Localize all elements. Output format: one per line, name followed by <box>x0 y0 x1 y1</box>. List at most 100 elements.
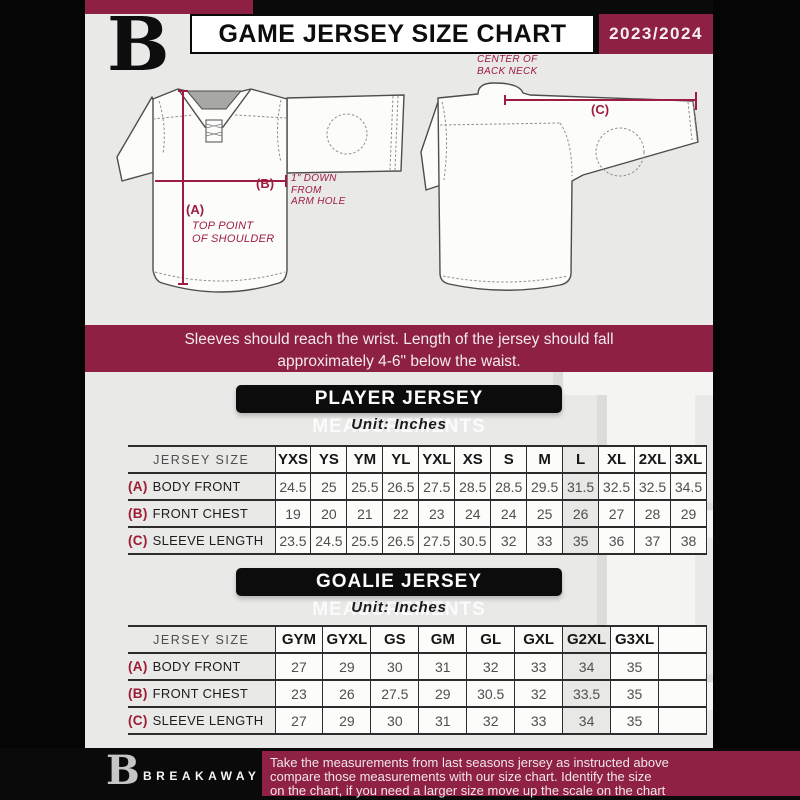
value-cell: 33.5 <box>562 680 611 707</box>
value-cell: 29 <box>669 500 708 527</box>
jersey-size-header: JERSEY SIZE <box>153 452 250 467</box>
size-col-header: YL <box>382 446 419 473</box>
measure-row: (A) BODY FRONT 27 29 30 31 32 33 34 35 <box>128 653 707 680</box>
value-cell: 32 <box>490 527 527 554</box>
measure-a-note: TOP POINT OF SHOULDER <box>192 220 275 245</box>
size-col-header: GYXL <box>322 626 371 653</box>
value-cell: 27.5 <box>418 473 455 500</box>
center-back-neck-note: CENTER OF BACK NECK <box>477 54 538 77</box>
measure-a-label: (A) <box>186 202 205 217</box>
value-cell: 33 <box>526 527 563 554</box>
footer-brand-name: BREAKAWAY <box>143 769 261 783</box>
value-cell: 27 <box>598 500 635 527</box>
value-cell: 22 <box>382 500 419 527</box>
value-cell: 25.5 <box>346 527 383 554</box>
measure-b-label: (B) <box>256 176 275 191</box>
value-cell: 23.5 <box>274 527 311 554</box>
measure-c-label: (C) <box>591 102 610 117</box>
value-cell: 31.5 <box>562 473 599 500</box>
banner-line-2: approximately 4-6" below the waist. <box>277 353 521 370</box>
value-cell: 26 <box>322 680 371 707</box>
measure-row: (B) FRONT CHEST 19 20 21 22 23 24 24 25 26 27 28 29 <box>128 500 708 527</box>
value-cell: 23 <box>418 500 455 527</box>
size-col-header: YXL <box>418 446 455 473</box>
value-cell: 37 <box>634 527 671 554</box>
size-col-header: YXS <box>274 446 311 473</box>
value-cell: 35 <box>562 527 599 554</box>
value-cell: 30.5 <box>454 527 491 554</box>
measurement-lines-front <box>155 90 287 285</box>
value-cell: 33 <box>514 653 563 680</box>
value-cell: 29 <box>322 707 371 734</box>
player-section-title: PLAYER JERSEY MEASUREMENTS <box>236 385 562 437</box>
footer-line-1: Take the measurements from last seasons … <box>270 755 669 770</box>
row-label: (B) FRONT CHEST <box>128 506 249 521</box>
value-cell: 35 <box>610 653 659 680</box>
value-cell: 20 <box>310 500 347 527</box>
value-cell: 32 <box>514 680 563 707</box>
page-title: GAME JERSEY SIZE CHART <box>192 16 593 52</box>
value-cell: 26 <box>562 500 599 527</box>
back-jersey-diagram <box>420 82 699 291</box>
value-cell: 28.5 <box>454 473 491 500</box>
size-col-header: XL <box>598 446 635 473</box>
value-cell: 31 <box>418 653 467 680</box>
footer-instruction-box <box>262 751 800 796</box>
front-jersey-diagram <box>116 88 405 293</box>
value-cell: 32 <box>466 653 515 680</box>
value-cell: 35 <box>610 680 659 707</box>
season-badge: 2023/2024 <box>599 14 713 54</box>
table-header-row: JERSEY SIZE YXS YS YM YL YXL XS S M L XL 2XL 3XL <box>128 446 708 473</box>
value-cell: 29.5 <box>526 473 563 500</box>
size-col-header: YM <box>346 446 383 473</box>
value-cell: 34.5 <box>669 473 708 500</box>
value-cell: 27.5 <box>370 680 419 707</box>
value-cell: 32 <box>466 707 515 734</box>
value-cell: 32.5 <box>634 473 671 500</box>
value-cell <box>658 653 707 680</box>
size-col-header: GXL <box>514 626 563 653</box>
fit-instruction-banner: Sleeves should reach the wrist. Length o… <box>85 325 713 372</box>
value-cell: 30.5 <box>466 680 515 707</box>
value-cell: 33 <box>514 707 563 734</box>
measure-row: (C) SLEEVE LENGTH 27 29 30 31 32 33 34 35 <box>128 707 707 734</box>
value-cell: 27.5 <box>418 527 455 554</box>
value-cell: 30 <box>370 653 419 680</box>
jersey-size-header: JERSEY SIZE <box>153 632 250 647</box>
value-cell: 24.5 <box>310 527 347 554</box>
size-col-header: S <box>490 446 527 473</box>
value-cell: 36 <box>598 527 635 554</box>
value-cell: 35 <box>610 707 659 734</box>
size-col-header: YS <box>310 446 347 473</box>
value-cell <box>658 707 707 734</box>
value-cell: 38 <box>669 527 708 554</box>
footer-instruction-text: Take the measurements from last seasons … <box>270 756 795 797</box>
size-col-header: GS <box>370 626 419 653</box>
value-cell <box>658 680 707 707</box>
value-cell: 29 <box>418 680 467 707</box>
size-col-header <box>658 626 707 653</box>
value-cell: 34 <box>562 653 611 680</box>
value-cell: 29 <box>322 653 371 680</box>
measure-row: (B) FRONT CHEST 23 26 27.5 29 30.5 32 33.5 35 <box>128 680 707 707</box>
measurement-lines-back <box>504 92 697 110</box>
value-cell: 24.5 <box>274 473 311 500</box>
row-label: (C) SLEEVE LENGTH <box>128 713 264 728</box>
value-cell: 28 <box>634 500 671 527</box>
player-unit-label: Unit: Inches <box>351 416 447 433</box>
row-label: (B) FRONT CHEST <box>128 686 249 701</box>
measure-b-note: 1" DOWN FROM ARM HOLE <box>291 173 346 207</box>
value-cell: 19 <box>274 500 311 527</box>
value-cell: 24 <box>454 500 491 527</box>
row-label: (A) BODY FRONT <box>128 479 241 494</box>
size-col-header: XS <box>454 446 491 473</box>
value-cell: 24 <box>490 500 527 527</box>
value-cell: 26.5 <box>382 527 419 554</box>
top-black-strip <box>253 0 713 14</box>
size-col-header: G2XL <box>562 626 611 653</box>
size-col-header: L <box>562 446 599 473</box>
size-col-header: GM <box>418 626 467 653</box>
banner-line-1: Sleeves should reach the wrist. Length o… <box>184 331 614 348</box>
footer-brand-logo-icon: B <box>106 747 140 794</box>
